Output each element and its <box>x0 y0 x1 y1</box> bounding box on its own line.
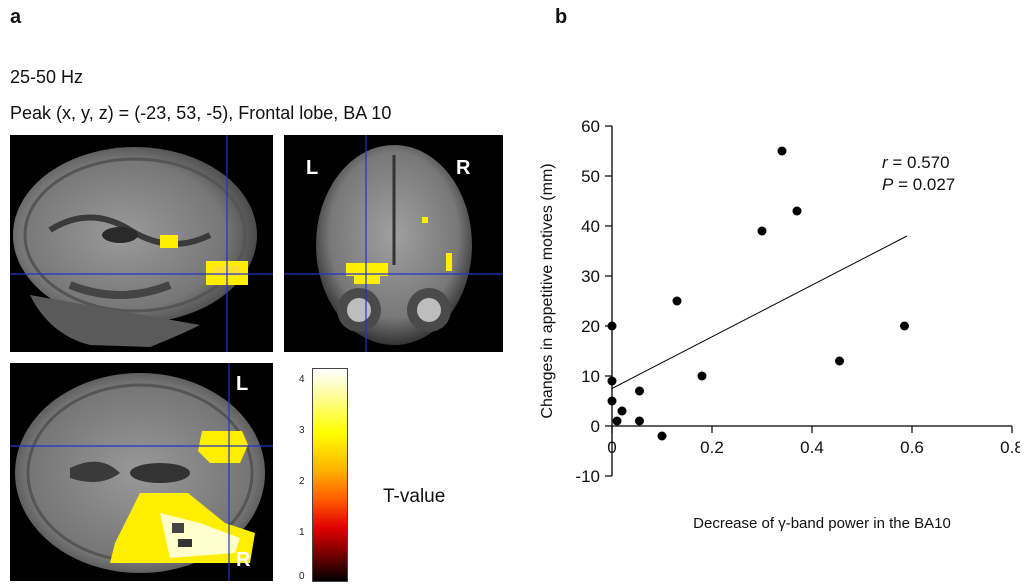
y-tick-label: 60 <box>581 117 600 136</box>
data-point <box>900 321 909 331</box>
peak-coordinates-label: Peak (x, y, z) = (-23, 53, -5), Frontal … <box>10 103 392 123</box>
sagittal-mri-slice <box>10 135 273 352</box>
data-point <box>697 371 707 381</box>
data-point <box>612 416 622 426</box>
data-point <box>757 226 767 236</box>
data-point <box>835 356 844 366</box>
data-point <box>607 376 617 386</box>
data-point <box>635 416 644 426</box>
x-tick-label: 0.6 <box>900 438 924 457</box>
colorbar-tick-4: 4 <box>299 374 305 385</box>
data-point <box>607 396 617 406</box>
colorbar-tick-3: 3 <box>299 425 305 436</box>
axial-right-label: R <box>236 549 251 571</box>
scatter-plot: -10 0 10 20 30 40 50 60 0 0.2 0.4 0.6 0.8 Decrease of… <box>539 117 1020 532</box>
x-tick-label: 0.2 <box>700 438 724 457</box>
colorbar-tick-1: 1 <box>299 527 305 538</box>
data-point <box>635 386 644 396</box>
panel-b-letter: b <box>555 6 568 28</box>
correlation-r-annotation: r = 0.570 <box>882 153 950 172</box>
data-point <box>777 146 787 156</box>
y-tick-label: 0 <box>591 417 600 436</box>
y-tick-label: 10 <box>581 367 600 386</box>
y-tick-label: 30 <box>581 267 600 286</box>
data-point <box>607 321 617 331</box>
y-tick-label: -10 <box>575 467 600 486</box>
colorbar-tick-0: 0 <box>299 571 305 582</box>
colorbar-label: T-value <box>383 486 446 507</box>
x-tick-label: 0.4 <box>800 438 824 457</box>
y-tick-label: 40 <box>581 217 600 236</box>
panel-a-letter: a <box>10 6 22 28</box>
axial-mri-slice: L R <box>10 363 273 581</box>
coronal-left-label: L <box>306 157 319 179</box>
correlation-p-annotation: P = 0.027 <box>882 175 955 194</box>
data-point <box>792 206 802 216</box>
x-tick-label: 0 <box>607 438 616 457</box>
data-point <box>657 431 667 441</box>
x-axis-label: Decrease of γ-band power in the BA10 <box>693 515 951 532</box>
t-value-colorbar <box>312 368 348 582</box>
y-tick-label: 20 <box>581 317 600 336</box>
y-axis-label: Changes in appetitive motives (mm) <box>539 163 556 418</box>
colorbar-tick-2: 2 <box>299 476 305 487</box>
regression-line <box>611 235 908 389</box>
y-tick-label: 50 <box>581 167 600 186</box>
x-tick-label: 0.8 <box>1000 438 1020 457</box>
axial-left-label: L <box>236 373 249 395</box>
coronal-right-label: R <box>456 157 471 179</box>
data-point <box>617 406 627 416</box>
frequency-band-label: 25-50 Hz <box>10 67 84 87</box>
data-point <box>672 296 682 306</box>
coronal-mri-slice: L R <box>284 135 503 352</box>
